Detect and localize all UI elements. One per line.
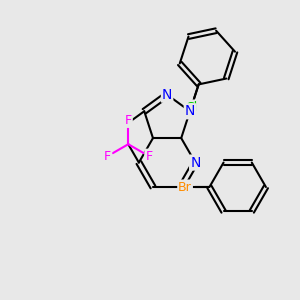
Text: N: N [162, 88, 172, 102]
Text: Cl: Cl [185, 100, 197, 113]
Text: F: F [104, 150, 111, 163]
Text: F: F [145, 150, 152, 163]
Text: F: F [125, 114, 132, 127]
Text: N: N [190, 156, 200, 170]
Text: Br: Br [178, 181, 192, 194]
Text: N: N [185, 104, 195, 118]
